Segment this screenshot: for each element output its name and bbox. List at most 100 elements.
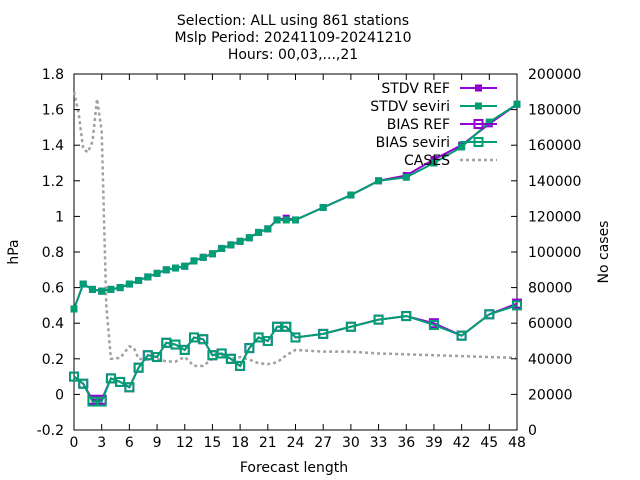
y2-tick-label: 0 xyxy=(528,423,537,439)
series-line-bias-ref xyxy=(73,302,518,401)
data-point-bias-seviri xyxy=(96,396,107,407)
cases-series-layer xyxy=(72,91,518,368)
data-point-bias-seviri xyxy=(78,378,89,389)
legend: STDV REF STDV seviri BIAS REF BIAS seviri CA… xyxy=(370,81,497,169)
x-tick-label: 36 xyxy=(397,435,415,451)
plot-frame xyxy=(73,73,518,431)
chart-title: Selection: ALL using 861 stations Mslp P… xyxy=(175,13,412,63)
data-point-stdv-seviri xyxy=(255,228,263,236)
y-tick-label: -0.2 xyxy=(37,423,64,439)
data-point-stdv-seviri xyxy=(227,241,235,249)
data-point-stdv-ref xyxy=(430,155,438,163)
y-tick-label: 0 xyxy=(55,387,64,403)
data-point-bias-seviri xyxy=(170,339,181,350)
data-point-stdv-seviri xyxy=(98,287,106,295)
data-point-bias-seviri xyxy=(262,336,273,346)
data-point-stdv-seviri xyxy=(282,216,290,224)
data-point-bias-seviri xyxy=(345,321,356,332)
data-point-bias-seviri xyxy=(87,396,98,407)
legend-label-bias-seviri: BIAS seviri xyxy=(376,135,450,151)
x-tick-label: 6 xyxy=(125,435,134,451)
data-point-stdv-seviri xyxy=(79,280,87,288)
data-point-stdv-seviri xyxy=(172,264,180,272)
data-point-bias-seviri xyxy=(133,362,144,373)
x-tick-label: 0 xyxy=(70,435,79,451)
data-point-bias-seviri xyxy=(105,373,116,384)
x-tick-label: 21 xyxy=(259,435,277,451)
x-axis-label: Forecast length xyxy=(240,460,348,476)
data-point-bias-seviri xyxy=(216,348,227,359)
plot-frame-layer xyxy=(73,73,518,431)
data-point-bias-seviri xyxy=(253,332,264,343)
data-point-stdv-seviri xyxy=(292,216,299,224)
y-tick-label: 1 xyxy=(55,209,64,225)
data-point-bias-seviri xyxy=(124,382,135,393)
x-tick-label: 15 xyxy=(204,435,222,451)
y2-tick-label: 80000 xyxy=(528,281,573,297)
data-point-stdv-seviri xyxy=(245,234,253,242)
data-point-bias-seviri xyxy=(290,332,301,343)
data-point-bias-seviri xyxy=(484,309,495,320)
series-bias-seviri xyxy=(69,300,522,407)
data-point-bias-seviri xyxy=(235,360,246,371)
y-tick-label: 1.8 xyxy=(42,67,64,83)
data-point-bias-seviri xyxy=(207,350,218,361)
data-point-bias-seviri xyxy=(115,376,126,387)
data-point-bias-seviri xyxy=(428,319,439,330)
x-tick-label: 33 xyxy=(370,435,388,451)
y-tick-label: 0.6 xyxy=(42,281,64,297)
x-tick-label: 39 xyxy=(425,435,443,451)
data-point-stdv-seviri xyxy=(125,280,133,288)
y-tick-label: 1.4 xyxy=(42,138,64,154)
data-point-stdv-seviri xyxy=(236,237,244,245)
data-point-bias-seviri xyxy=(152,352,163,363)
data-point-stdv-seviri xyxy=(218,244,226,252)
y-tick-label: 0.4 xyxy=(42,316,64,332)
data-point-bias-seviri xyxy=(142,350,153,361)
y2-tick-label: 20000 xyxy=(528,387,573,403)
x-tick-label: 45 xyxy=(480,435,498,451)
data-point-bias-seviri xyxy=(198,334,209,345)
y2-tick-label: 60000 xyxy=(528,316,573,332)
x-tick-label: 27 xyxy=(314,435,332,451)
y-tick-label: 1.2 xyxy=(42,174,64,190)
x-tick-label: 3 xyxy=(97,435,106,451)
data-point-stdv-seviri xyxy=(135,276,143,284)
data-point-bias-seviri xyxy=(512,300,522,311)
y-axis-label: hPa xyxy=(6,239,22,264)
y2-tick-label: 180000 xyxy=(528,103,581,119)
y2-tick-label: 140000 xyxy=(528,174,581,190)
data-point-stdv-seviri xyxy=(153,269,161,277)
data-point-stdv-seviri xyxy=(402,173,410,181)
data-point-bias-seviri xyxy=(272,321,283,332)
data-point-bias-seviri xyxy=(161,337,172,348)
data-point-bias-seviri xyxy=(281,321,292,332)
legend-label-bias-ref: BIAS REF xyxy=(387,117,450,133)
data-point-stdv-seviri xyxy=(513,100,521,108)
x-tick-label: 42 xyxy=(453,435,471,451)
legend-marker-bias-ref xyxy=(473,119,484,129)
x-tick-label: 9 xyxy=(153,435,162,451)
y2-tick-label: 200000 xyxy=(528,67,581,83)
y2-tick-label: 160000 xyxy=(528,138,581,154)
x-tick-label: 30 xyxy=(342,435,360,451)
legend-marker-stdv-ref xyxy=(475,84,482,92)
series-line-bias-seviri xyxy=(73,304,518,403)
y2-tick-label: 120000 xyxy=(528,209,581,225)
y-tick-label: 0.2 xyxy=(42,352,64,368)
y2-tick-label: 40000 xyxy=(528,352,573,368)
title-line-3: Hours: 00,03,...,21 xyxy=(228,47,358,63)
y2-axis-label: No cases xyxy=(596,221,612,284)
series-layer xyxy=(69,100,522,407)
cases-line xyxy=(72,91,518,368)
data-point-stdv-seviri xyxy=(88,285,96,293)
data-point-bias-seviri xyxy=(225,353,236,364)
legend-label-stdv-seviri: STDV seviri xyxy=(370,99,450,115)
x-tick-label: 12 xyxy=(176,435,194,451)
y-tick-label: 1.6 xyxy=(42,103,64,119)
data-point-bias-seviri xyxy=(179,344,190,355)
data-point-stdv-seviri xyxy=(273,216,281,224)
data-point-stdv-seviri xyxy=(319,204,327,211)
series-bias-ref xyxy=(69,298,522,405)
